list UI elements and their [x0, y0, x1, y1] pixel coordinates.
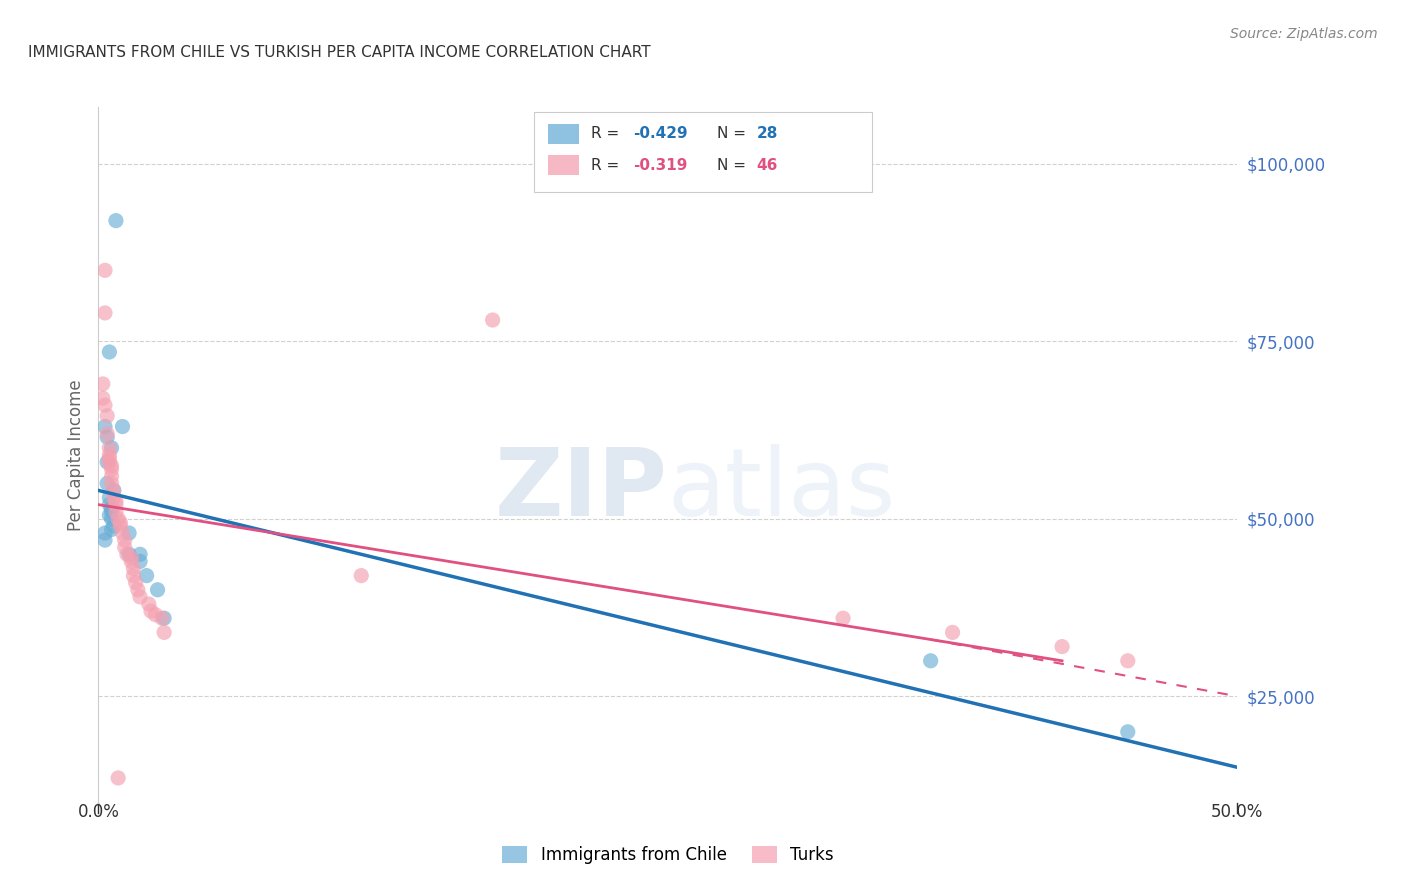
Point: [100, 512, 122, 526]
Point: [150, 611, 173, 625]
Point: [111, 526, 134, 541]
Point: [100, 462, 122, 476]
Point: [103, 519, 125, 533]
Point: [98, 455, 121, 469]
Point: [98, 498, 121, 512]
Point: [94, 398, 117, 412]
Point: [481, 313, 503, 327]
Point: [104, 505, 127, 519]
Point: [98, 448, 121, 462]
Point: [120, 550, 142, 565]
Point: [94, 306, 117, 320]
Point: [94, 263, 117, 277]
Point: [103, 483, 125, 498]
Point: [104, 498, 127, 512]
Text: 50.0%: 50.0%: [1211, 803, 1264, 821]
Point: [129, 554, 152, 568]
Point: [91, 376, 114, 391]
Point: [942, 625, 965, 640]
Point: [110, 519, 132, 533]
Point: [138, 597, 160, 611]
Point: [129, 590, 152, 604]
Point: [135, 568, 157, 582]
Point: [920, 654, 942, 668]
Point: [98, 508, 121, 523]
Point: [107, 512, 129, 526]
Point: [104, 213, 127, 227]
Point: [153, 625, 176, 640]
Point: [98, 345, 121, 359]
Point: [115, 547, 138, 561]
Point: [96, 430, 118, 444]
Point: [118, 526, 141, 541]
Point: [1116, 654, 1139, 668]
Point: [100, 458, 122, 473]
Point: [94, 526, 117, 541]
Point: [145, 607, 166, 622]
Text: N =: N =: [717, 127, 751, 141]
Text: -0.429: -0.429: [633, 127, 688, 141]
Point: [100, 469, 122, 483]
Point: [96, 409, 118, 423]
Point: [1116, 724, 1139, 739]
Point: [1050, 640, 1073, 654]
Point: [107, 771, 129, 785]
Point: [91, 391, 114, 405]
Text: R =: R =: [591, 158, 628, 172]
Point: [104, 494, 127, 508]
Point: [96, 476, 118, 491]
Point: [100, 441, 122, 455]
Text: IMMIGRANTS FROM CHILE VS TURKISH PER CAPITA INCOME CORRELATION CHART: IMMIGRANTS FROM CHILE VS TURKISH PER CAP…: [28, 45, 651, 60]
Point: [96, 455, 118, 469]
Text: Source: ZipAtlas.com: Source: ZipAtlas.com: [1230, 27, 1378, 41]
Point: [114, 533, 136, 548]
Point: [127, 582, 149, 597]
Point: [98, 491, 121, 505]
Point: [98, 441, 121, 455]
Point: [111, 419, 134, 434]
Point: [94, 533, 117, 548]
Point: [114, 540, 136, 554]
Point: [124, 575, 146, 590]
Point: [96, 426, 118, 441]
Text: atlas: atlas: [668, 443, 896, 536]
Point: [110, 516, 132, 530]
Text: 28: 28: [756, 127, 778, 141]
Text: 0.0%: 0.0%: [77, 803, 120, 821]
Y-axis label: Per Capita Income: Per Capita Income: [66, 379, 84, 531]
Point: [100, 501, 122, 516]
Text: 46: 46: [756, 158, 778, 172]
Text: N =: N =: [717, 158, 751, 172]
Point: [832, 611, 855, 625]
Point: [139, 604, 162, 618]
Point: [129, 547, 152, 561]
Point: [100, 476, 122, 491]
Point: [122, 561, 145, 575]
Text: R =: R =: [591, 127, 624, 141]
Point: [146, 582, 169, 597]
Point: [103, 491, 125, 505]
Point: [100, 523, 122, 537]
Point: [100, 505, 122, 519]
Text: ZIP: ZIP: [495, 443, 668, 536]
Point: [122, 568, 145, 582]
Point: [153, 611, 176, 625]
Point: [103, 483, 125, 498]
Legend: Immigrants from Chile, Turks: Immigrants from Chile, Turks: [495, 839, 841, 871]
Point: [98, 451, 121, 466]
Point: [118, 547, 141, 561]
Point: [350, 568, 373, 582]
Point: [94, 419, 117, 434]
Point: [120, 554, 142, 568]
Text: -0.319: -0.319: [633, 158, 688, 172]
